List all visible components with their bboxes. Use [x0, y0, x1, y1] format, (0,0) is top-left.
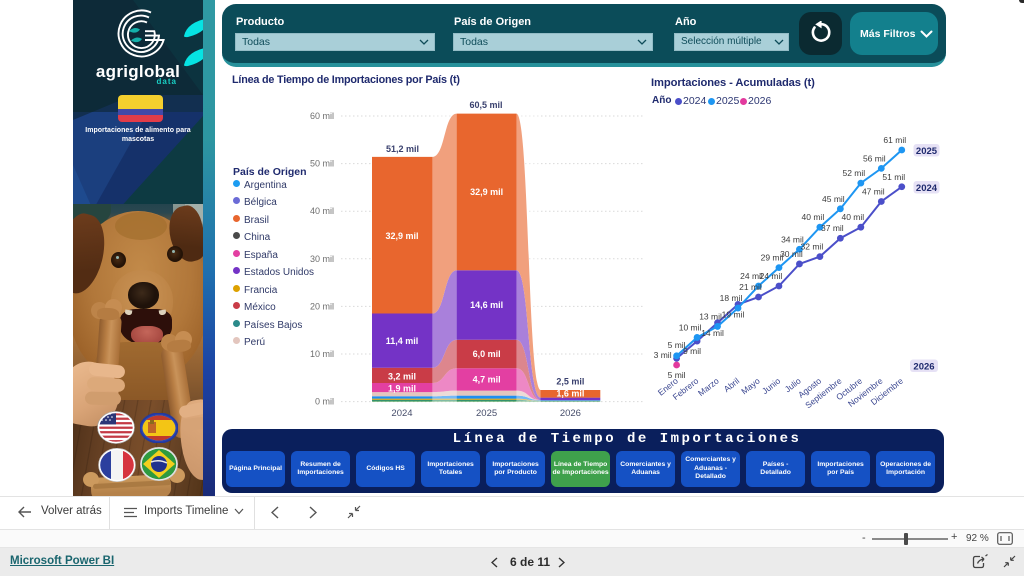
svg-text:0 mil: 0 mil	[315, 397, 334, 407]
svg-text:20 mil: 20 mil	[310, 301, 334, 311]
svg-text:2025: 2025	[916, 146, 938, 157]
svg-text:3,2 mil: 3,2 mil	[388, 372, 416, 382]
svg-text:18 mil: 18 mil	[720, 293, 743, 303]
svg-text:13 mil: 13 mil	[699, 311, 722, 321]
svg-text:Marzo: Marzo	[696, 376, 721, 399]
svg-text:14 mil: 14 mil	[701, 328, 724, 338]
svg-text:30 mil: 30 mil	[310, 254, 334, 264]
svg-text:32,9 mil: 32,9 mil	[385, 231, 418, 241]
svg-text:5 mil: 5 mil	[668, 370, 686, 380]
svg-text:6,0 mil: 6,0 mil	[473, 349, 501, 359]
svg-text:5 mil: 5 mil	[668, 340, 686, 350]
svg-text:40 mil: 40 mil	[802, 212, 825, 222]
svg-text:30 mil: 30 mil	[780, 249, 803, 259]
svg-text:4,7 mil: 4,7 mil	[473, 375, 501, 385]
svg-text:2025: 2025	[476, 408, 497, 419]
svg-text:1,9 mil: 1,9 mil	[388, 384, 416, 394]
svg-text:10 mil: 10 mil	[310, 349, 334, 359]
svg-text:24 mil: 24 mil	[760, 271, 783, 281]
svg-text:52 mil: 52 mil	[842, 168, 865, 178]
svg-text:3 mil: 3 mil	[654, 350, 672, 360]
svg-text:45 mil: 45 mil	[822, 194, 845, 204]
svg-text:2024: 2024	[916, 183, 938, 194]
svg-text:2024: 2024	[391, 408, 412, 419]
svg-text:47 mil: 47 mil	[862, 186, 885, 196]
svg-text:19 mil: 19 mil	[722, 309, 745, 319]
svg-text:40 mil: 40 mil	[841, 212, 864, 222]
svg-text:56 mil: 56 mil	[863, 153, 886, 163]
svg-text:60,5 mil: 60,5 mil	[469, 100, 502, 110]
svg-text:2026: 2026	[913, 362, 934, 373]
svg-text:11,4 mil: 11,4 mil	[386, 336, 419, 346]
svg-text:24 mil: 24 mil	[740, 271, 763, 281]
svg-text:34 mil: 34 mil	[781, 234, 804, 244]
svg-text:50 mil: 50 mil	[310, 159, 334, 169]
svg-text:32 mil: 32 mil	[801, 242, 824, 252]
svg-text:Junio: Junio	[760, 376, 782, 397]
svg-text:37 mil: 37 mil	[821, 223, 844, 233]
svg-text:9 mil: 9 mil	[683, 346, 701, 356]
svg-text:Mayo: Mayo	[739, 376, 762, 397]
svg-text:51 mil: 51 mil	[882, 172, 905, 182]
svg-text:1,6 mil: 1,6 mil	[556, 389, 584, 399]
svg-text:2026: 2026	[560, 408, 581, 419]
svg-text:Abril: Abril	[722, 376, 742, 394]
svg-text:60 mil: 60 mil	[310, 111, 334, 121]
svg-text:29 mil: 29 mil	[761, 253, 784, 263]
svg-text:61 mil: 61 mil	[883, 135, 906, 145]
svg-text:10 mil: 10 mil	[679, 322, 702, 332]
svg-text:21 mil: 21 mil	[739, 282, 762, 292]
svg-text:2,5 mil: 2,5 mil	[556, 377, 584, 387]
svg-text:40 mil: 40 mil	[310, 206, 334, 216]
svg-text:14,6 mil: 14,6 mil	[470, 300, 503, 310]
svg-text:51,2 mil: 51,2 mil	[386, 144, 419, 154]
svg-text:32,9 mil: 32,9 mil	[470, 187, 503, 197]
